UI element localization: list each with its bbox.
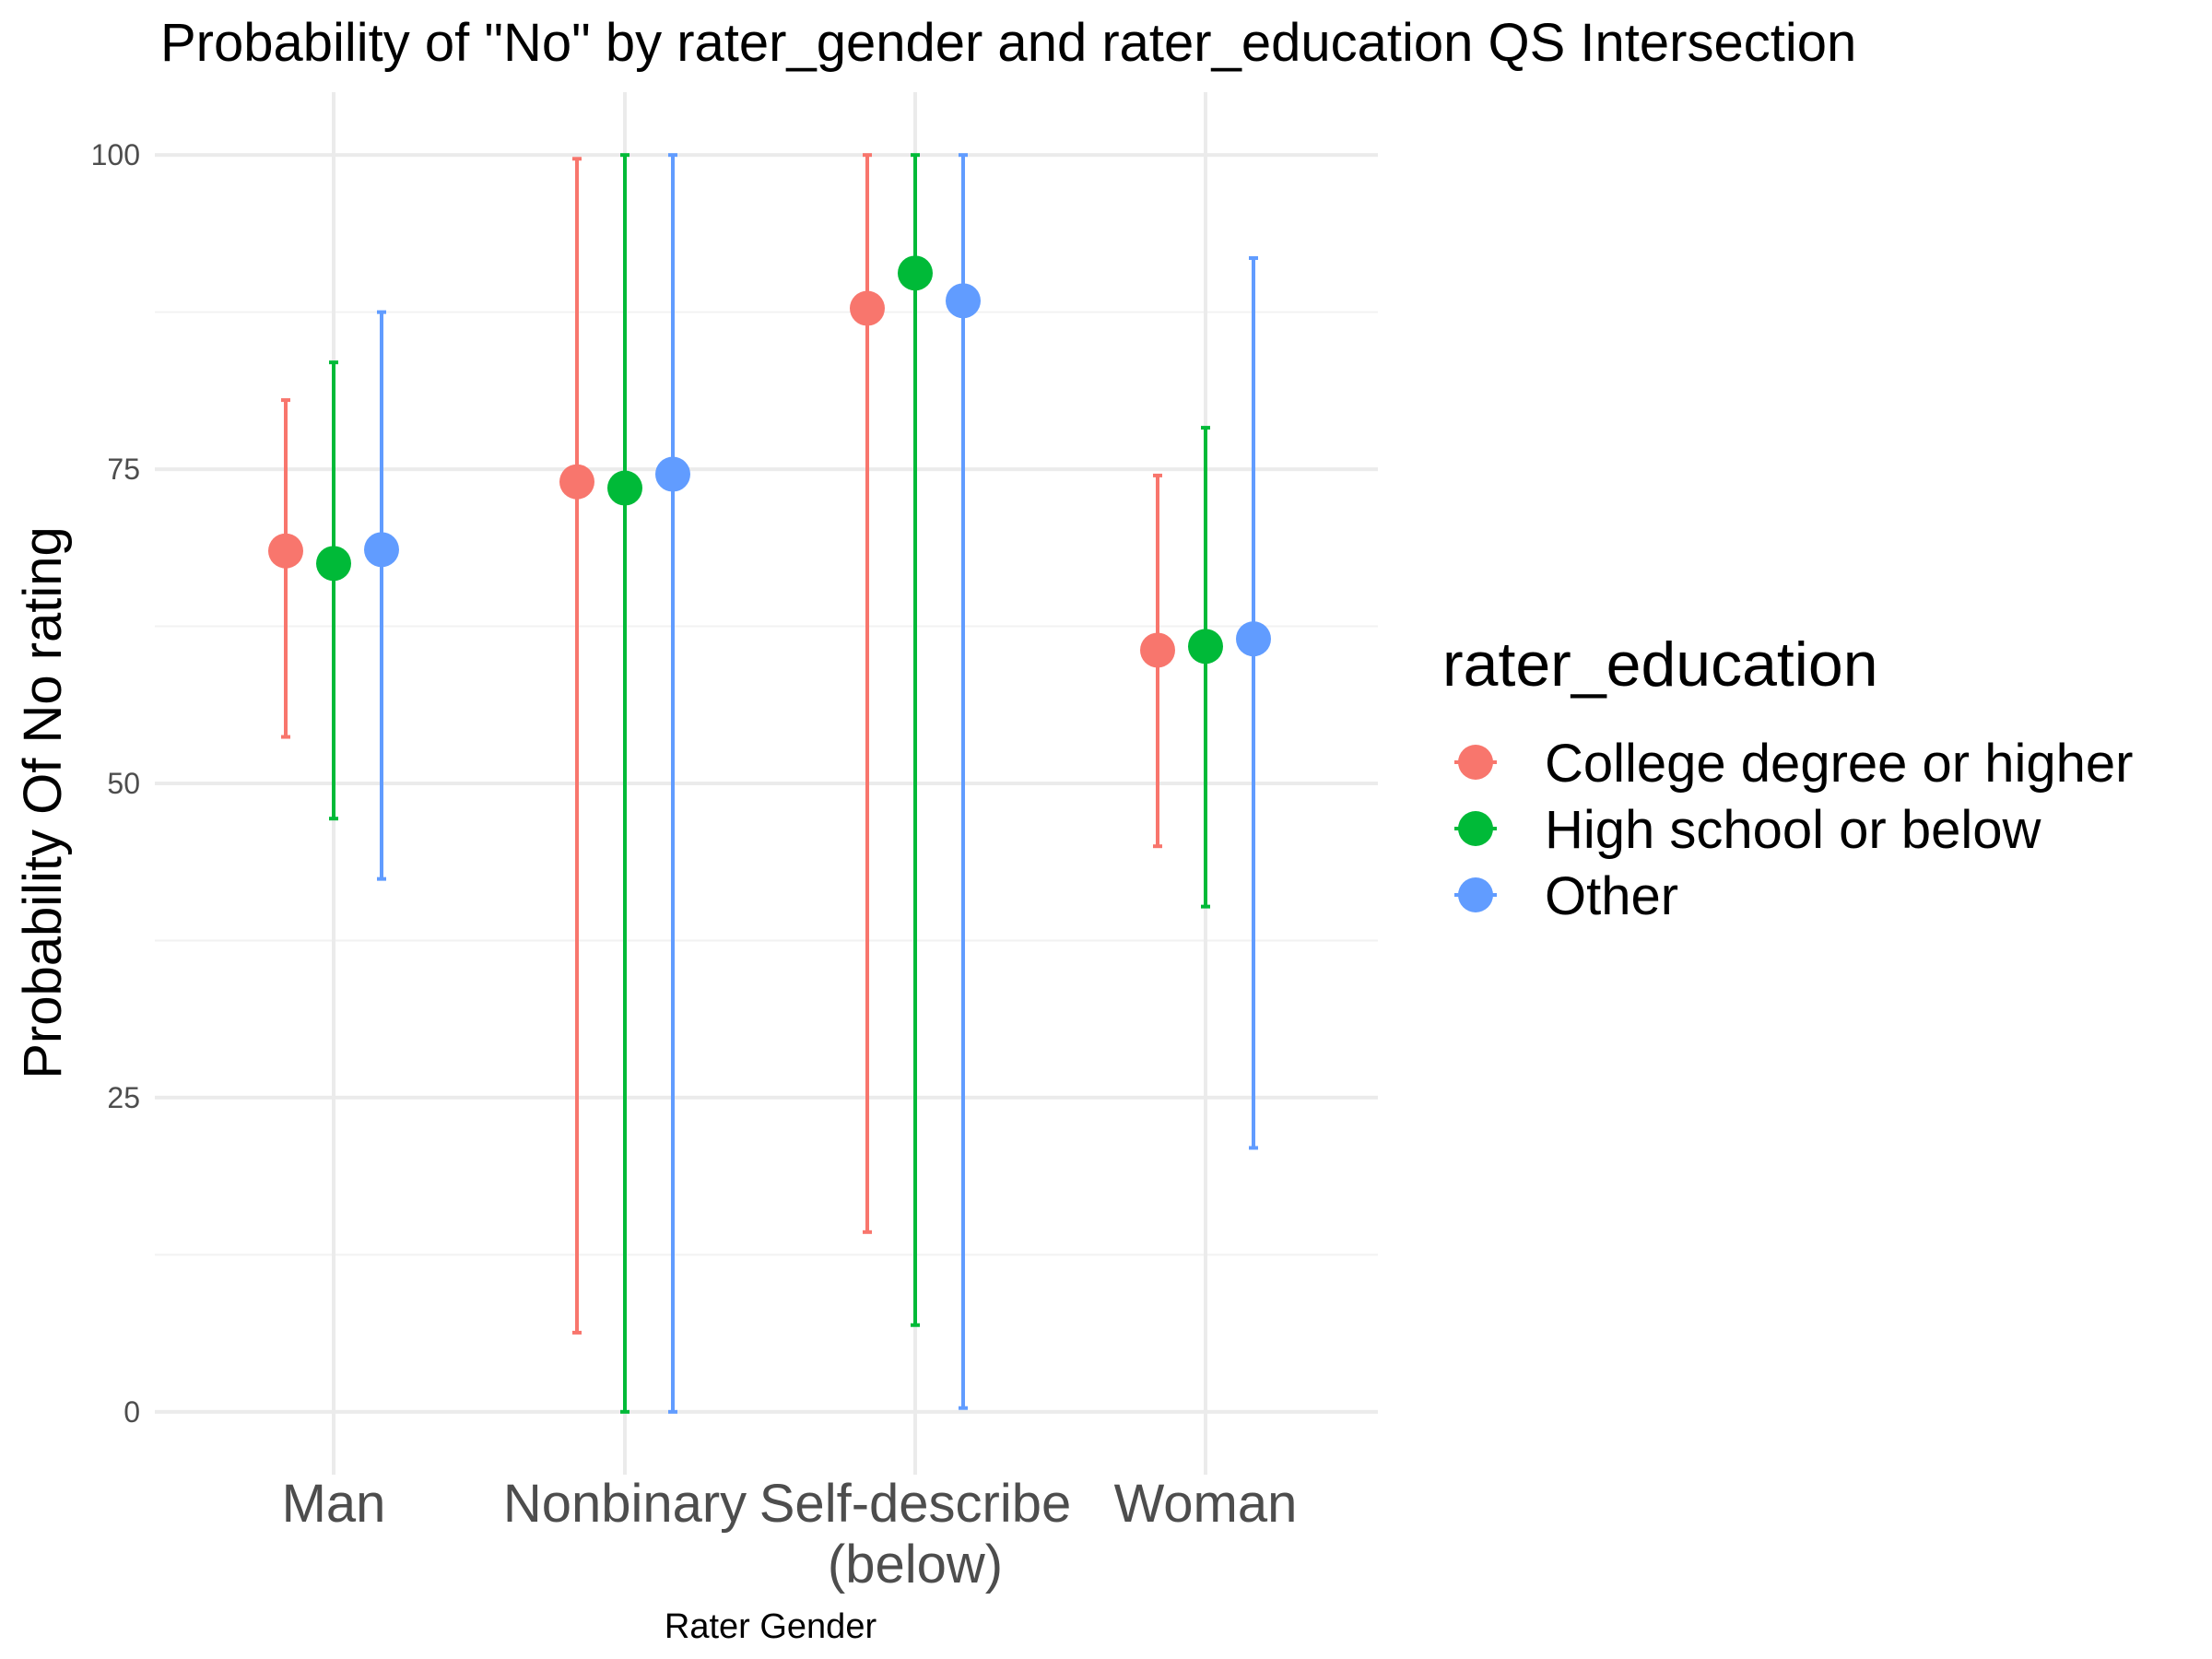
data-marks (268, 153, 1271, 1414)
legend-label: Other (1545, 866, 1678, 926)
data-point (316, 546, 351, 582)
data-point (364, 532, 399, 568)
chart-title: Probability of "No" by rater_gender and … (160, 13, 1856, 73)
x-tick-label: Nonbinary (503, 1474, 747, 1534)
x-axis-label: Rater Gender (665, 1607, 877, 1646)
y-tick-label: 0 (124, 1395, 140, 1429)
data-point (946, 283, 981, 319)
grid (155, 92, 1378, 1475)
y-axis-label: Probability Of No rating (13, 526, 73, 1079)
data-point (1140, 632, 1175, 668)
data-point (607, 470, 642, 506)
x-tick-label: Woman (1114, 1474, 1298, 1534)
data-point (850, 290, 885, 326)
data-point (655, 456, 690, 492)
legend-title: rater_education (1442, 629, 1878, 700)
x-axis-ticks: Man Nonbinary Self-describe (below) Woman (282, 1474, 1298, 1594)
data-point (898, 255, 933, 291)
data-point (268, 533, 303, 569)
y-axis-ticks: 0 25 50 75 100 (91, 138, 140, 1429)
y-tick-label: 25 (107, 1081, 140, 1114)
legend-label: High school or below (1545, 800, 2042, 860)
data-point (1236, 621, 1271, 657)
y-tick-label: 50 (107, 767, 140, 800)
y-tick-label: 75 (107, 453, 140, 486)
legend-key (1458, 877, 1493, 912)
data-point (559, 464, 594, 500)
y-tick-label: 100 (91, 138, 140, 171)
legend: rater_education College degree or higher… (1442, 629, 2133, 926)
x-tick-label: Self-describe (below) (759, 1474, 1071, 1594)
legend-key (1458, 745, 1493, 780)
data-point (1188, 629, 1223, 665)
legend-label: College degree or higher (1545, 734, 2133, 794)
x-tick-label: Man (282, 1474, 386, 1534)
legend-key (1458, 811, 1493, 846)
